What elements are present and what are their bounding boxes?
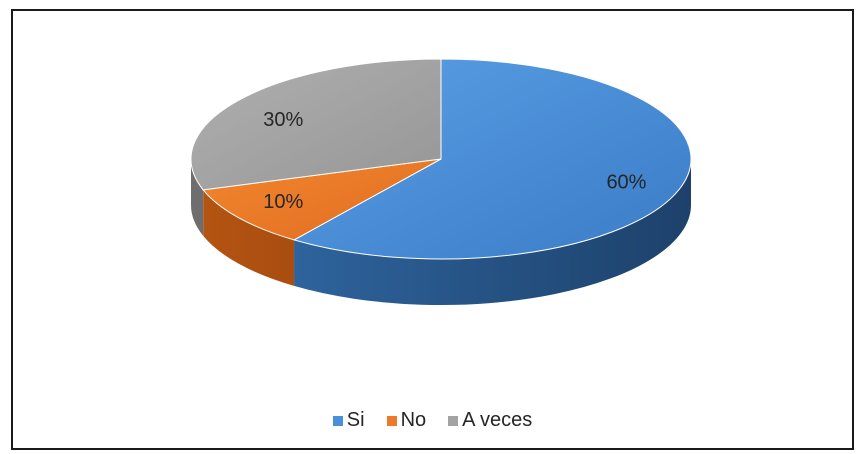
legend-item-a-veces: A veces [448,409,532,432]
chart-frame: 60% 10% 30% Si No A veces [11,9,854,450]
legend-swatch-no [386,415,397,426]
legend-label-a-veces: A veces [462,409,533,431]
pie-side-no [203,189,295,286]
legend-label-no: No [400,409,427,431]
pie-side-a-veces [191,159,204,236]
data-label-si: 60% [606,172,646,194]
pie-side-si [294,159,691,306]
legend: Si No A veces [13,409,852,432]
pie-tops [190,58,692,260]
pie-labels: 60% 10% 30% [263,109,646,213]
pie-slice-si [292,58,692,260]
legend-item-no: No [386,409,427,432]
pie-slice-no [202,158,442,241]
legend-item-si: Si [332,409,365,432]
pie-sides [191,159,691,306]
data-label-a-veces: 30% [263,109,303,131]
legend-swatch-si [332,415,343,426]
legend-label-si: Si [346,409,365,431]
data-label-no: 10% [263,191,303,213]
pie-chart: 60% 10% 30% [190,58,692,306]
legend-swatch-a-veces [448,415,459,426]
pie-slice-a-veces [190,58,442,191]
